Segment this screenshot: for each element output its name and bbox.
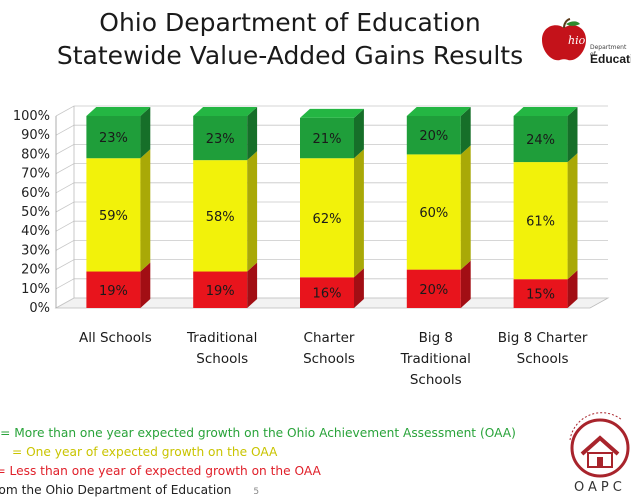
x-tick-label: Big 8 [419, 330, 453, 346]
bar-side [247, 151, 257, 271]
bar-top [86, 107, 150, 116]
y-tick-label: 0% [29, 301, 50, 316]
bar-side [140, 149, 150, 271]
data-label: 23% [99, 131, 128, 146]
x-axis-labels: All Schools Traditional Schools Charter Scho… [79, 330, 588, 388]
bar-top [300, 109, 364, 118]
data-label: 23% [206, 132, 235, 147]
bar-side [461, 145, 471, 269]
bar-top [193, 107, 257, 116]
data-label: 21% [313, 132, 342, 147]
legend-text-at: = One year of expected growth on the OAA [12, 445, 277, 459]
y-tick-label: 70% [21, 167, 50, 182]
bars: 19% 59% 23% 19% 58% 23% 16% 62% 21% 20% 60% 20% 15% 6… [86, 107, 577, 308]
data-label: 16% [313, 287, 342, 302]
data-label: 24% [526, 133, 555, 148]
legend-text-below: = Less than one year of expected growth … [0, 464, 321, 478]
schoolhouse-icon [562, 410, 631, 480]
oapc-logo: OAPC [562, 410, 631, 500]
legend-row-above: ove= More than one year expected growth … [0, 424, 516, 443]
y-tick-label: 20% [21, 263, 50, 278]
data-label: 20% [419, 283, 448, 298]
data-label: 59% [99, 209, 128, 224]
bar-side [354, 149, 364, 277]
legend-text-above: = More than one year expected growth on … [0, 426, 516, 440]
data-label: 20% [419, 129, 448, 144]
data-label: 60% [419, 206, 448, 221]
y-tick-label: 30% [21, 243, 50, 258]
x-tick-label: Schools [196, 351, 248, 367]
data-label: 61% [526, 215, 555, 230]
x-tick-label: Charter [304, 330, 355, 346]
y-axis: 0% 10% 20% 30% 40% 50% 60% 70% 80% 90% 100% [13, 106, 74, 316]
data-label: 19% [99, 284, 128, 299]
bar-top [407, 107, 471, 116]
y-tick-label: 50% [21, 205, 50, 220]
stacked-bar-chart: 0% 10% 20% 30% 40% 50% 60% 70% 80% 90% 100% 19% 59%… [0, 0, 631, 410]
data-label: 19% [206, 284, 235, 299]
x-tick-label: All Schools [79, 330, 152, 346]
y-tick-label: 90% [21, 128, 50, 143]
legend: ove= More than one year expected growth … [0, 424, 516, 502]
y-tick-label: 40% [21, 224, 50, 239]
legend-row-at: = One year of expected growth on the OAA [0, 443, 516, 462]
x-tick-label: Schools [517, 351, 569, 367]
y-tick-label: 100% [13, 109, 50, 124]
legend-row-source: a from the Ohio Department of Education 5 [0, 481, 516, 502]
data-label: 62% [313, 212, 342, 227]
x-tick-label: Big 8 Charter [498, 330, 588, 346]
x-tick-label: Traditional [186, 330, 257, 346]
bar-side [247, 107, 257, 160]
bar-side [568, 107, 578, 162]
y-tick-label: 10% [21, 282, 50, 297]
y-tick-label: 60% [21, 186, 50, 201]
y-tick-label: 80% [21, 147, 50, 162]
x-tick-label: Schools [303, 351, 355, 367]
data-label: 58% [206, 210, 235, 225]
oapc-logo-text: OAPC [574, 480, 626, 495]
legend-row-below: ow= Less than one year of expected growt… [0, 462, 516, 481]
data-label: 15% [526, 288, 555, 303]
source-note: a from the Ohio Department of Education [0, 483, 231, 497]
page-number: 5 [253, 487, 259, 497]
bar-top [514, 107, 578, 116]
bar-side [140, 107, 150, 158]
x-tick-label: Schools [410, 372, 462, 388]
bar-side [568, 153, 578, 279]
x-tick-label: Traditional [400, 351, 471, 367]
